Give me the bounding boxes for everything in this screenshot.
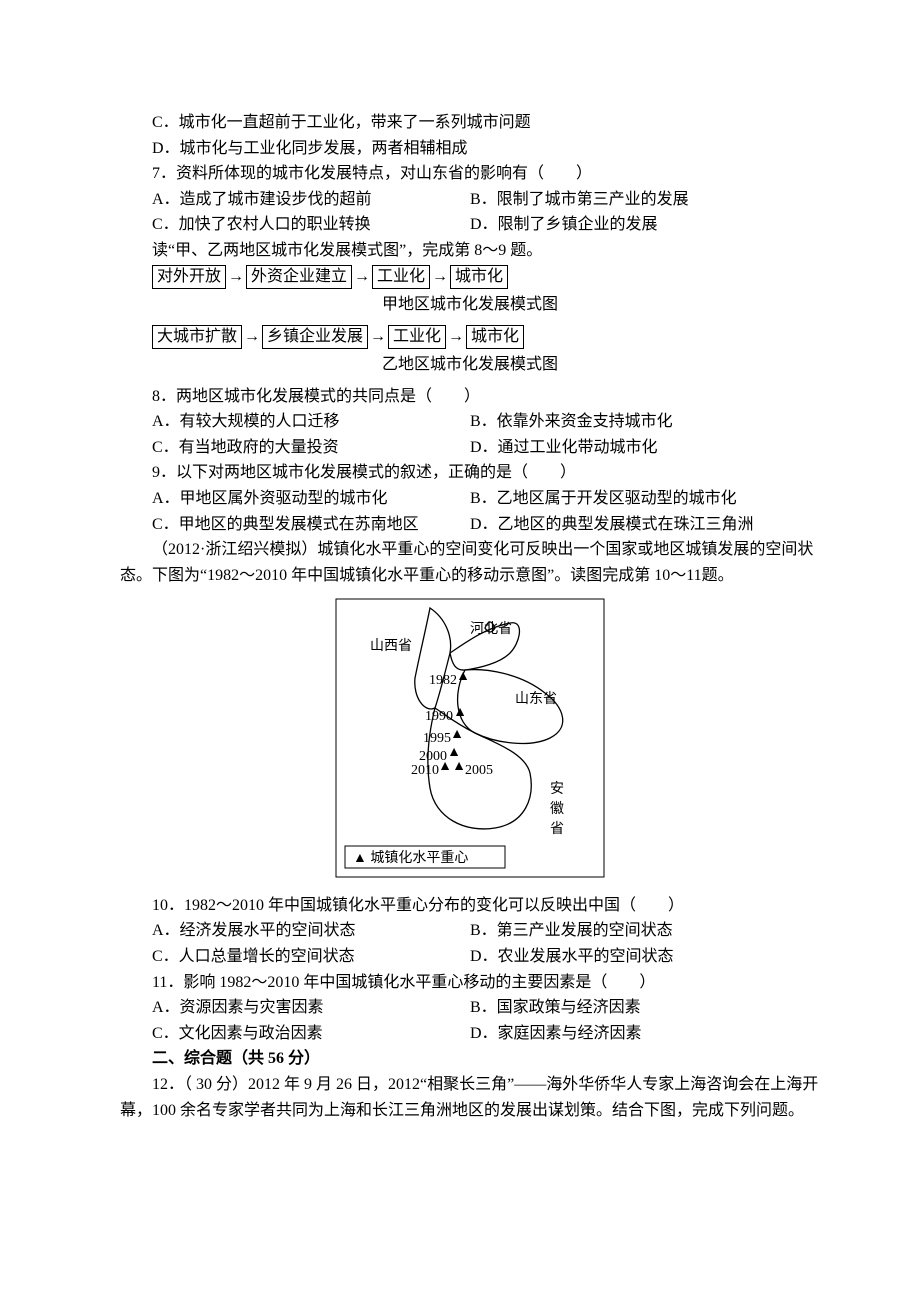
- q9-A: A．甲地区属外资驱动型的城市化: [120, 486, 470, 512]
- label-shanxi: 山西省: [370, 638, 412, 654]
- centroid-year-1990: 1990: [425, 709, 453, 724]
- q7-B: B．限制了城市第三产业的发展: [470, 187, 820, 213]
- q9-D: D．乙地区的典型发展模式在珠江三角洲: [470, 512, 820, 538]
- q7-C: C．加快了农村人口的职业转换: [120, 212, 470, 238]
- q11-B: B．国家政策与经济因素: [470, 995, 820, 1021]
- q8-A: A．有较大规模的人口迁移: [120, 409, 470, 435]
- option-c: C．城市化一直超前于工业化，带来了一系列城市问题: [120, 110, 820, 136]
- centroid-year-1982: 1982: [429, 673, 457, 688]
- q8-stem: 8．两地区城市化发展模式的共同点是（ ）: [120, 384, 820, 410]
- q7-A: A．造成了城市建设步伐的超前: [120, 187, 470, 213]
- label-anhui-1: 安: [550, 781, 564, 797]
- map-figure: 山西省 河北省 山东省 安 徽 省 ▲1982▲1990▲1995▲2000▲2…: [120, 598, 820, 887]
- q10-C: C．人口总量增长的空间状态: [120, 944, 470, 970]
- q10-B: B．第三产业发展的空间状态: [470, 918, 820, 944]
- q8-C: C．有当地政府的大量投资: [120, 435, 470, 461]
- d2-b1: 大城市扩散: [152, 325, 242, 349]
- diagram-2: 大城市扩散→乡镇企业发展→工业化→城市化: [152, 324, 820, 350]
- q11-D: D．家庭因素与经济因素: [470, 1021, 820, 1047]
- diagram-1-caption: 甲地区城市化发展模式图: [120, 292, 820, 318]
- q9-B: B．乙地区属于开发区驱动型的城市化: [470, 486, 820, 512]
- q12-stem: 12．（ 30 分）2012 年 9 月 26 日，2012“相聚长三角”——海…: [120, 1072, 820, 1123]
- q10-A: A．经济发展水平的空间状态: [120, 918, 470, 944]
- q11-stem: 11．影响 1982～2010 年中国城镇化水平重心移动的主要因素是（ ）: [120, 970, 820, 996]
- q9-C: C．甲地区的典型发展模式在苏南地区: [120, 512, 470, 538]
- q11-A: A．资源因素与灾害因素: [120, 995, 470, 1021]
- q10-D: D．农业发展水平的空间状态: [470, 944, 820, 970]
- d2-b3: 工业化: [388, 325, 446, 349]
- d1-b2: 外资企业建立: [246, 265, 352, 289]
- centroid-marker-1990: ▲: [453, 705, 467, 720]
- label-anhui-3: 省: [550, 821, 564, 837]
- q10-11-intro: （2012·浙江绍兴模拟）城镇化水平重心的空间变化可反映出一个国家或地区城镇发展…: [120, 537, 820, 588]
- q10-stem: 10．1982～2010 年中国城镇化水平重心分布的变化可以反映出中国（ ）: [120, 893, 820, 919]
- q11-C: C．文化因素与政治因素: [120, 1021, 470, 1047]
- centroid-marker-2000: ▲: [447, 745, 461, 760]
- d1-b1: 对外开放: [152, 265, 226, 289]
- centroid-marker-1995: ▲: [450, 727, 464, 742]
- q8-9-intro: 读“甲、乙两地区城市化发展模式图”，完成第 8～9 题。: [120, 238, 820, 264]
- d2-b4: 城市化: [466, 325, 524, 349]
- label-anhui-2: 徽: [550, 801, 564, 817]
- d1-b3: 工业化: [372, 265, 430, 289]
- d2-b2: 乡镇企业发展: [262, 325, 368, 349]
- diagram-1: 对外开放→外资企业建立→工业化→城市化: [152, 264, 820, 290]
- centroid-marker-2010: ▲: [438, 759, 452, 774]
- d1-b4: 城市化: [450, 265, 508, 289]
- q7-D: D．限制了乡镇企业的发展: [470, 212, 820, 238]
- q8-D: D．通过工业化带动城市化: [470, 435, 820, 461]
- label-shandong: 山东省: [515, 691, 557, 707]
- centroid-year-2010: 2010: [411, 763, 439, 778]
- diagram-2-caption: 乙地区城市化发展模式图: [120, 352, 820, 378]
- centroid-marker-2005: ▲: [452, 759, 466, 774]
- q7-stem: 7．资料所体现的城市化发展特点，对山东省的影响有（ ）: [120, 161, 820, 187]
- label-hebei: 河北省: [470, 621, 512, 637]
- centroid-marker-1982: ▲: [456, 669, 470, 684]
- q8-B: B．依靠外来资金支持城市化: [470, 409, 820, 435]
- option-d: D．城市化与工业化同步发展，两者相辅相成: [120, 136, 820, 162]
- centroid-year-2005: 2005: [465, 763, 493, 778]
- centroid-year-1995: 1995: [423, 731, 451, 746]
- map-legend: ▲ 城镇化水平重心: [353, 850, 468, 866]
- section-2-heading: 二、综合题（共 56 分）: [120, 1046, 820, 1072]
- q9-stem: 9．以下对两地区城市化发展模式的叙述，正确的是（ ）: [120, 460, 820, 486]
